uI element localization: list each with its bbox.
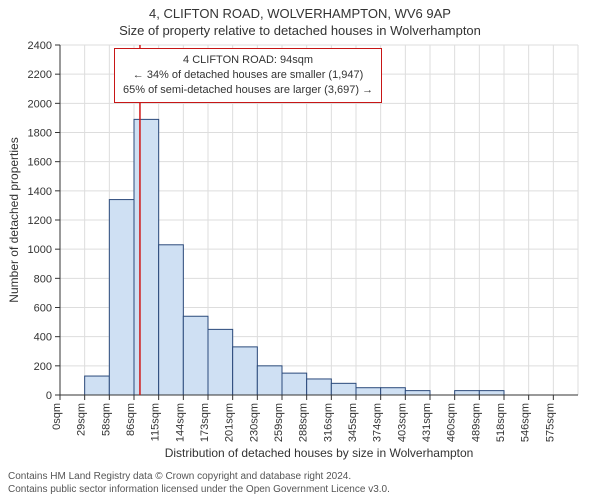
svg-text:259sqm: 259sqm <box>273 403 285 442</box>
svg-text:400: 400 <box>34 332 52 344</box>
title-line-1: 4, CLIFTON ROAD, WOLVERHAMPTON, WV6 9AP <box>0 0 600 21</box>
histogram-bar <box>381 388 406 395</box>
svg-text:173sqm: 173sqm <box>199 403 211 442</box>
svg-text:489sqm: 489sqm <box>470 403 482 442</box>
histogram-bar <box>159 245 184 395</box>
svg-text:460sqm: 460sqm <box>446 403 458 442</box>
svg-text:374sqm: 374sqm <box>372 403 384 442</box>
histogram-bar <box>282 373 307 395</box>
svg-text:1400: 1400 <box>28 186 52 198</box>
property-callout: 4 CLIFTON ROAD: 94sqm ← 34% of detached … <box>114 48 382 103</box>
histogram-bar <box>208 329 233 395</box>
histogram-bar <box>85 376 110 395</box>
svg-text:1000: 1000 <box>28 244 52 256</box>
histogram-bar <box>109 200 134 395</box>
svg-text:200: 200 <box>34 361 52 373</box>
attribution-line-2: Contains public sector information licen… <box>8 483 592 496</box>
histogram-bar <box>331 383 356 395</box>
callout-line-2: ← 34% of detached houses are smaller (1,… <box>123 68 373 83</box>
svg-text:2000: 2000 <box>28 98 52 110</box>
svg-text:345sqm: 345sqm <box>347 403 359 442</box>
attribution: Contains HM Land Registry data © Crown c… <box>8 470 592 496</box>
histogram-bar <box>134 119 159 395</box>
svg-text:288sqm: 288sqm <box>298 403 310 442</box>
svg-text:230sqm: 230sqm <box>248 403 260 442</box>
svg-text:431sqm: 431sqm <box>421 403 433 442</box>
svg-text:0sqm: 0sqm <box>51 403 63 430</box>
y-axis-label: Number of detached properties <box>7 137 21 302</box>
svg-text:2400: 2400 <box>28 40 52 52</box>
svg-text:1800: 1800 <box>28 128 52 140</box>
histogram-bar <box>405 391 430 395</box>
histogram-bar <box>257 366 282 395</box>
svg-text:316sqm: 316sqm <box>322 403 334 442</box>
svg-text:144sqm: 144sqm <box>174 403 186 442</box>
svg-text:403sqm: 403sqm <box>396 403 408 442</box>
histogram-bar <box>233 347 258 395</box>
histogram-bar <box>479 391 504 395</box>
svg-text:2200: 2200 <box>28 69 52 81</box>
attribution-line-1: Contains HM Land Registry data © Crown c… <box>8 470 592 483</box>
svg-text:1600: 1600 <box>28 157 52 169</box>
histogram-bar <box>356 388 381 395</box>
callout-line-3: 65% of semi-detached houses are larger (… <box>123 83 373 98</box>
x-axis-label: Distribution of detached houses by size … <box>165 446 474 460</box>
histogram-bar <box>307 379 332 395</box>
svg-text:201sqm: 201sqm <box>224 403 236 442</box>
svg-text:115sqm: 115sqm <box>150 403 162 441</box>
svg-text:58sqm: 58sqm <box>100 403 112 436</box>
svg-text:29sqm: 29sqm <box>76 403 88 436</box>
svg-text:1200: 1200 <box>28 215 52 227</box>
svg-text:600: 600 <box>34 303 52 315</box>
svg-text:518sqm: 518sqm <box>495 403 507 442</box>
svg-text:575sqm: 575sqm <box>544 403 556 442</box>
svg-text:86sqm: 86sqm <box>125 403 137 436</box>
svg-text:546sqm: 546sqm <box>520 403 532 442</box>
title-line-2: Size of property relative to detached ho… <box>0 21 600 38</box>
histogram-bar <box>455 391 480 395</box>
svg-text:800: 800 <box>34 273 52 285</box>
callout-line-1: 4 CLIFTON ROAD: 94sqm <box>123 53 373 68</box>
svg-text:0: 0 <box>46 390 52 402</box>
histogram-bar <box>183 316 208 395</box>
